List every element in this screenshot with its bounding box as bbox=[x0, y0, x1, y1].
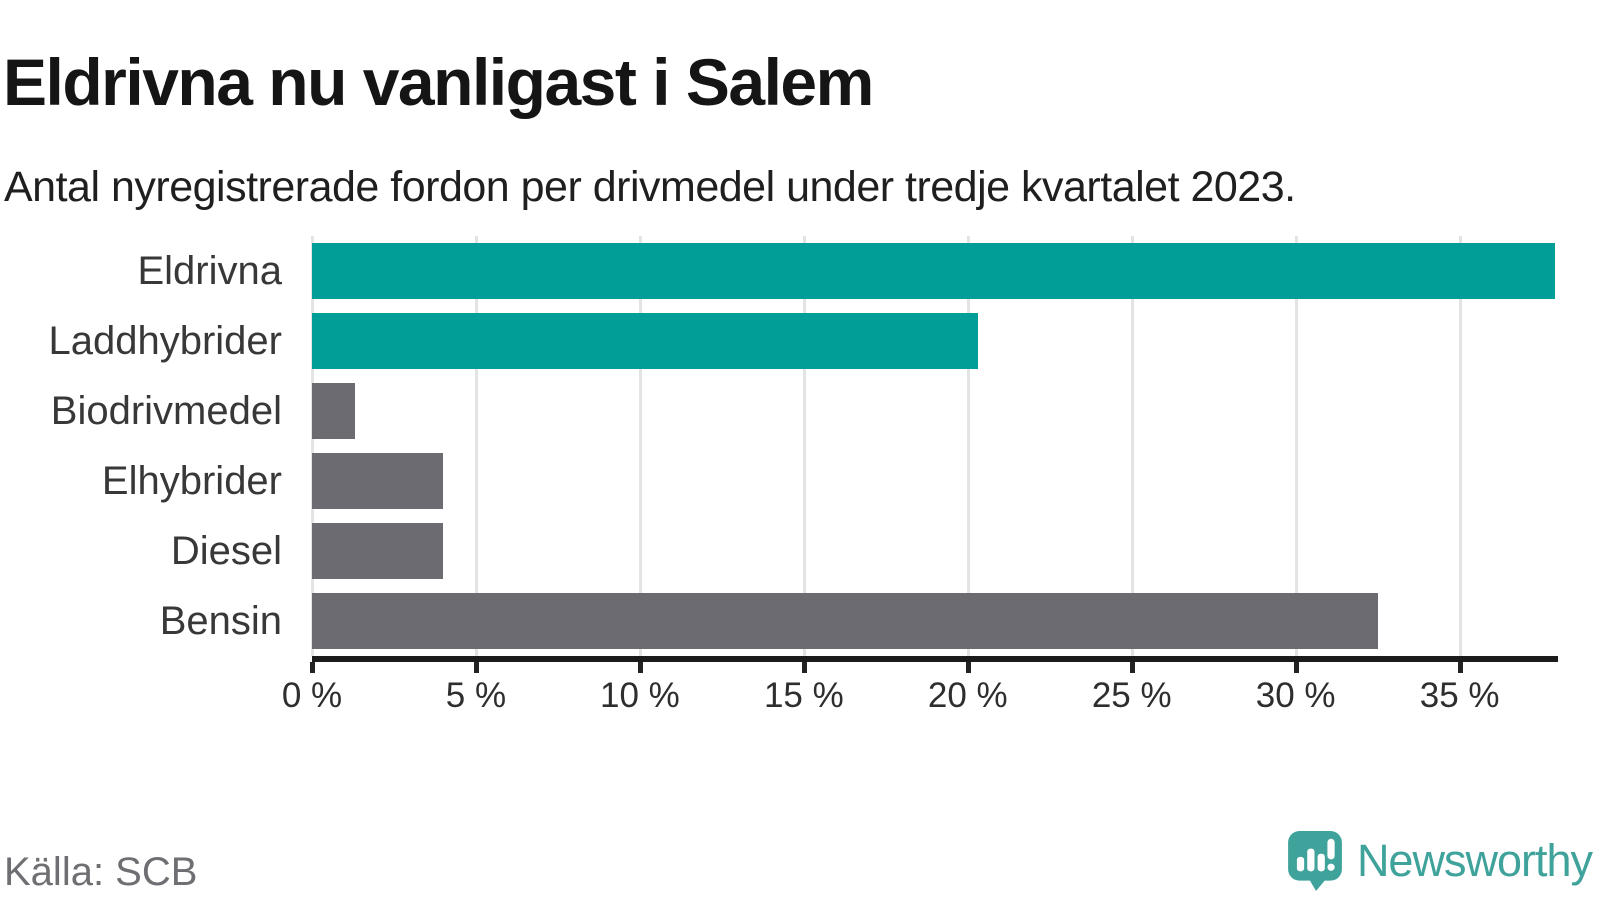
bar-elhybrider bbox=[312, 453, 444, 509]
category-labels-column: Eldrivna Laddhybrider Biodrivmedel Elhybrid… bbox=[0, 236, 283, 656]
axis-tick-label-25: 25 % bbox=[1091, 676, 1172, 715]
bar-eldrivna bbox=[312, 243, 1555, 299]
gridline-0 bbox=[311, 236, 314, 656]
newsworthy-logo: Newsworthy bbox=[1288, 831, 1593, 891]
axis-tick-20 bbox=[965, 662, 971, 673]
category-label-eldrivna: Eldrivna bbox=[137, 248, 282, 293]
axis-tick-15 bbox=[801, 662, 807, 673]
gridline-5 bbox=[474, 236, 478, 656]
bar-diesel bbox=[312, 523, 444, 579]
bar-biodrivmedel bbox=[312, 383, 355, 439]
category-label-biodrivmedel: Biodrivmedel bbox=[50, 388, 282, 433]
category-label-elhybrider: Elhybrider bbox=[101, 458, 282, 503]
axis-tick-label-15: 15 % bbox=[763, 676, 844, 715]
category-label-laddhybrider: Laddhybrider bbox=[48, 318, 283, 363]
newsworthy-speech-bubble-icon bbox=[1288, 831, 1342, 891]
bar-bensin bbox=[312, 593, 1378, 649]
source-note: Källa: SCB bbox=[4, 850, 198, 894]
chart-title: Eldrivna nu vanligast i Salem bbox=[3, 45, 874, 120]
axis-tick-label-20: 20 % bbox=[927, 676, 1008, 715]
axis-tick-0 bbox=[310, 662, 315, 673]
axis-tick-label-10: 10 % bbox=[600, 676, 680, 715]
newsworthy-wordmark: Newsworthy bbox=[1356, 835, 1593, 886]
gridline-10 bbox=[638, 236, 642, 656]
gridline-35 bbox=[1458, 236, 1462, 656]
axis-tick-30 bbox=[1293, 662, 1299, 673]
axis-tick-label-35: 35 % bbox=[1419, 676, 1500, 715]
bar-laddhybrider bbox=[312, 313, 978, 369]
gridline-30 bbox=[1294, 236, 1298, 656]
category-label-diesel: Diesel bbox=[170, 528, 282, 573]
category-label-bensin: Bensin bbox=[159, 598, 282, 643]
gridline-25 bbox=[1130, 236, 1134, 656]
axis-tick-label-0: 0 % bbox=[281, 676, 343, 715]
plot-area bbox=[311, 236, 1558, 662]
axis-tick-35 bbox=[1457, 662, 1463, 673]
axis-tick-10 bbox=[637, 662, 643, 673]
axis-tick-25 bbox=[1129, 662, 1135, 673]
gridline-15 bbox=[802, 236, 806, 656]
axis-tick-label-30: 30 % bbox=[1255, 676, 1336, 715]
axis-tick-label-5: 5 % bbox=[445, 676, 507, 715]
chart-subtitle: Antal nyregistrerade fordon per drivmede… bbox=[4, 163, 1296, 211]
gridline-20 bbox=[966, 236, 970, 656]
x-axis-tick-labels: 0 % 5 % 10 % 15 % 20 % 25 % 30 % 35 % bbox=[282, 676, 1558, 720]
axis-tick-5 bbox=[473, 662, 479, 673]
x-axis-ticks bbox=[310, 662, 1558, 673]
